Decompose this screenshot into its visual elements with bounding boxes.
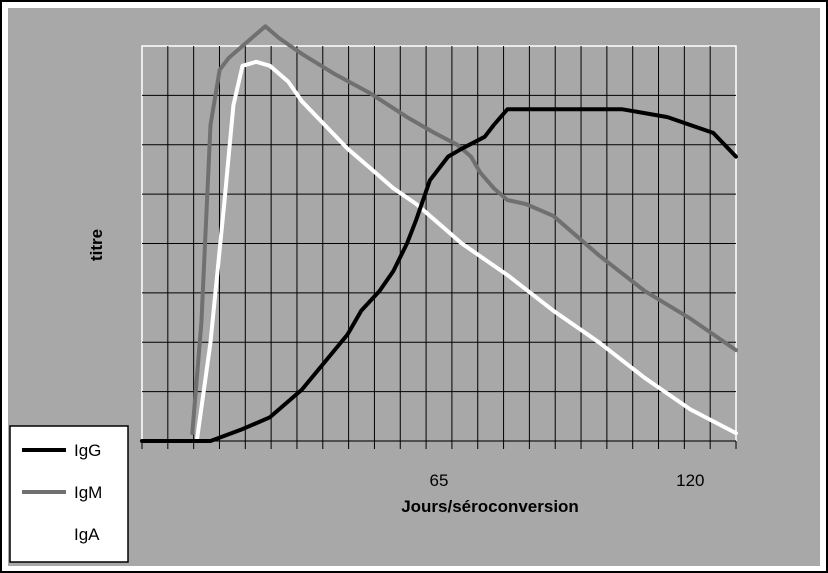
x-tick-label: 65	[430, 471, 449, 490]
series-line-iga	[194, 59, 738, 443]
legend-label-iga: IgA	[74, 525, 100, 544]
legend: IgG IgM IgA	[9, 425, 129, 563]
legend-label-igm: IgM	[74, 483, 102, 502]
series-lines	[140, 24, 738, 443]
x-tick-label: 120	[676, 471, 704, 490]
legend-label-igg: IgG	[74, 441, 101, 460]
series-line-igg	[140, 107, 738, 443]
series-line-igm	[190, 24, 738, 436]
x-axis-label: Jours/séroconversion	[401, 497, 579, 516]
y-axis-label: titre	[87, 229, 106, 261]
x-axis-tick-labels: 65 120	[430, 471, 705, 490]
